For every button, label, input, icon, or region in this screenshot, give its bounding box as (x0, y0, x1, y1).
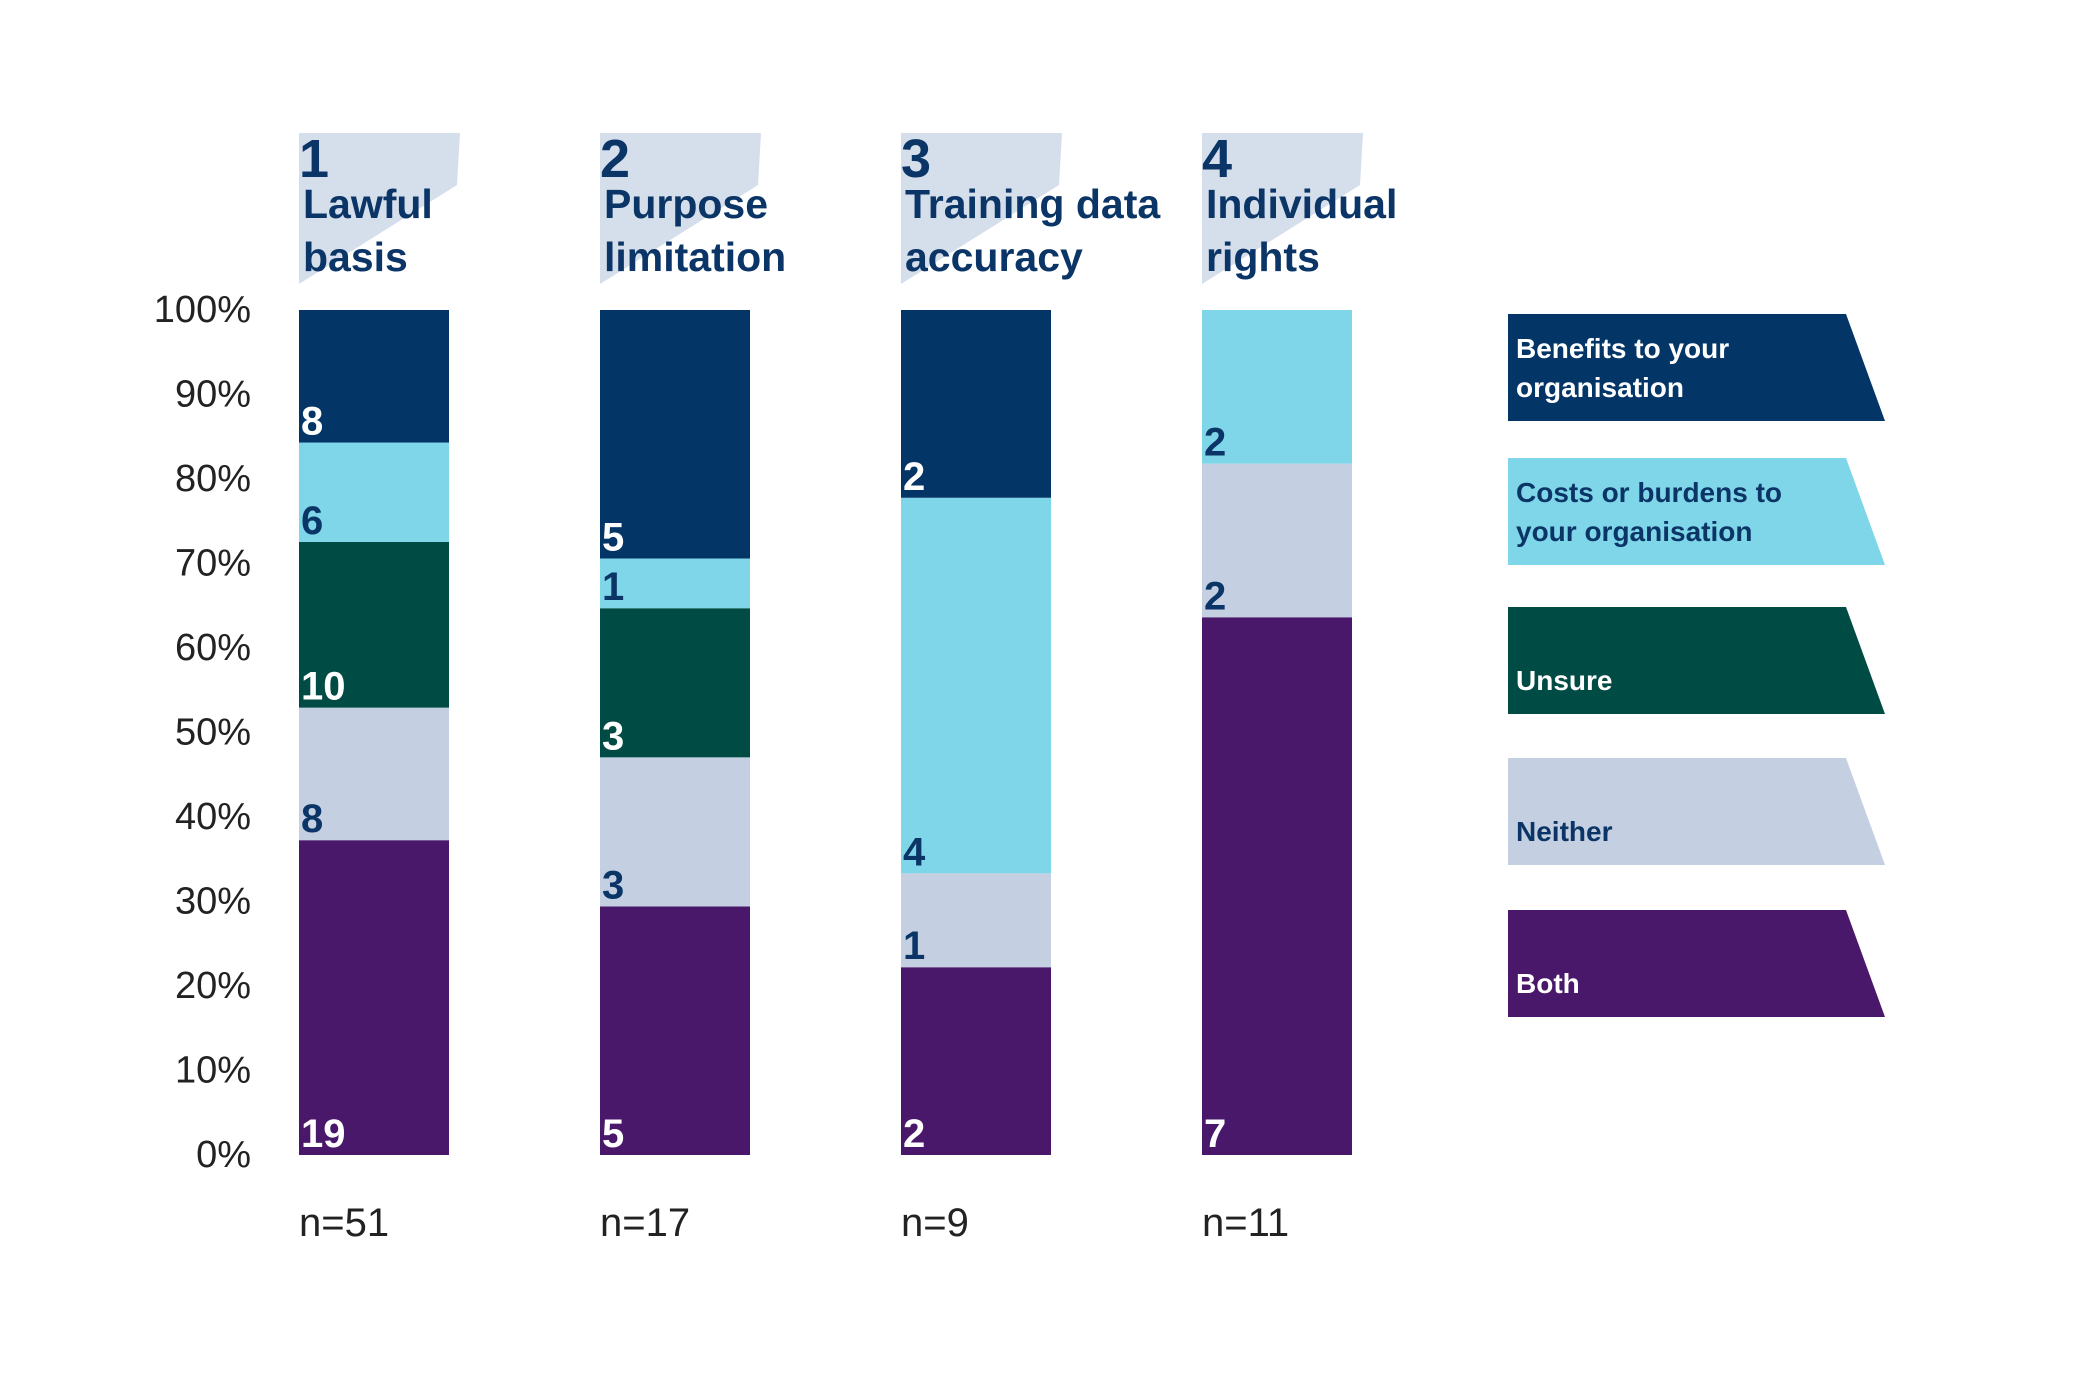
legend-swatch (1508, 458, 1885, 565)
header-tab (299, 133, 460, 284)
bar-segment (600, 310, 750, 559)
bar-segment (1202, 617, 1352, 1155)
value-label: 8 (301, 797, 323, 841)
legend-label: Benefits to your organisation (1516, 333, 1730, 403)
y-tick-label: 10% (175, 1050, 251, 1092)
y-tick-label: 30% (175, 881, 251, 923)
bar-segment (299, 541, 449, 708)
bar-segment (901, 310, 1051, 498)
n-label: n=9 (901, 1201, 969, 1245)
y-tick-label: 20% (175, 965, 251, 1007)
legend-label: Unsure (1516, 665, 1613, 696)
bar-segment (1202, 463, 1352, 618)
value-label: 2 (903, 455, 925, 499)
y-tick-label: 60% (175, 627, 251, 669)
category-label: Training data accuracy (905, 181, 1161, 280)
legend-label: Neither (1516, 816, 1613, 847)
legend-swatch (1508, 314, 1885, 421)
legend-label: Costs or burdens to your organisation (1516, 477, 1783, 547)
category-number: 3 (901, 129, 931, 189)
value-label: 1 (903, 924, 925, 968)
bar-segment (901, 497, 1051, 874)
y-tick-label: 80% (175, 458, 251, 500)
legend-swatch (1508, 758, 1885, 865)
bar-segment (299, 442, 449, 542)
category-label: Lawful basis (303, 181, 433, 280)
bar-segment (299, 840, 449, 1155)
y-tick-label: 0% (196, 1134, 251, 1176)
bar-segment (1202, 310, 1352, 464)
header-tab (1202, 133, 1363, 284)
y-tick-label: 90% (175, 374, 251, 416)
n-label: n=51 (299, 1201, 390, 1245)
value-label: 6 (301, 499, 323, 543)
legend-label: Both (1516, 968, 1580, 999)
value-label: 10 (301, 665, 346, 709)
bar-segment (600, 906, 750, 1155)
header-tab (901, 133, 1062, 284)
header-tab (600, 133, 761, 284)
value-label: 5 (602, 1112, 624, 1156)
category-number: 1 (299, 129, 329, 189)
bar-segment (901, 967, 1051, 1155)
category-number: 4 (1202, 129, 1232, 189)
legend-swatch (1508, 607, 1885, 714)
value-label: 3 (602, 863, 624, 907)
bar-segment (600, 757, 750, 907)
bar-segment (299, 310, 449, 443)
y-tick-label: 40% (175, 796, 251, 838)
bar-segment (299, 707, 449, 841)
value-label: 19 (301, 1112, 346, 1156)
category-label: Individual rights (1206, 181, 1398, 280)
y-tick-label: 50% (175, 712, 251, 754)
bar-segment (901, 873, 1051, 968)
y-tick-label: 70% (175, 543, 251, 585)
value-label: 5 (602, 516, 624, 560)
n-label: n=11 (1202, 1201, 1290, 1245)
value-label: 4 (903, 830, 926, 874)
legend-swatch (1508, 910, 1885, 1017)
category-label: Purpose limitation (604, 181, 787, 280)
value-label: 8 (301, 400, 323, 444)
bar-segment (600, 608, 750, 758)
category-number: 2 (600, 129, 630, 189)
value-label: 2 (1204, 574, 1226, 618)
value-label: 2 (1204, 421, 1226, 465)
value-label: 1 (602, 565, 624, 609)
value-label: 3 (602, 714, 624, 758)
value-label: 2 (903, 1112, 925, 1156)
bar-segment (600, 558, 750, 609)
y-tick-label: 100% (154, 289, 251, 331)
value-label: 7 (1204, 1112, 1226, 1156)
n-label: n=17 (600, 1201, 691, 1245)
